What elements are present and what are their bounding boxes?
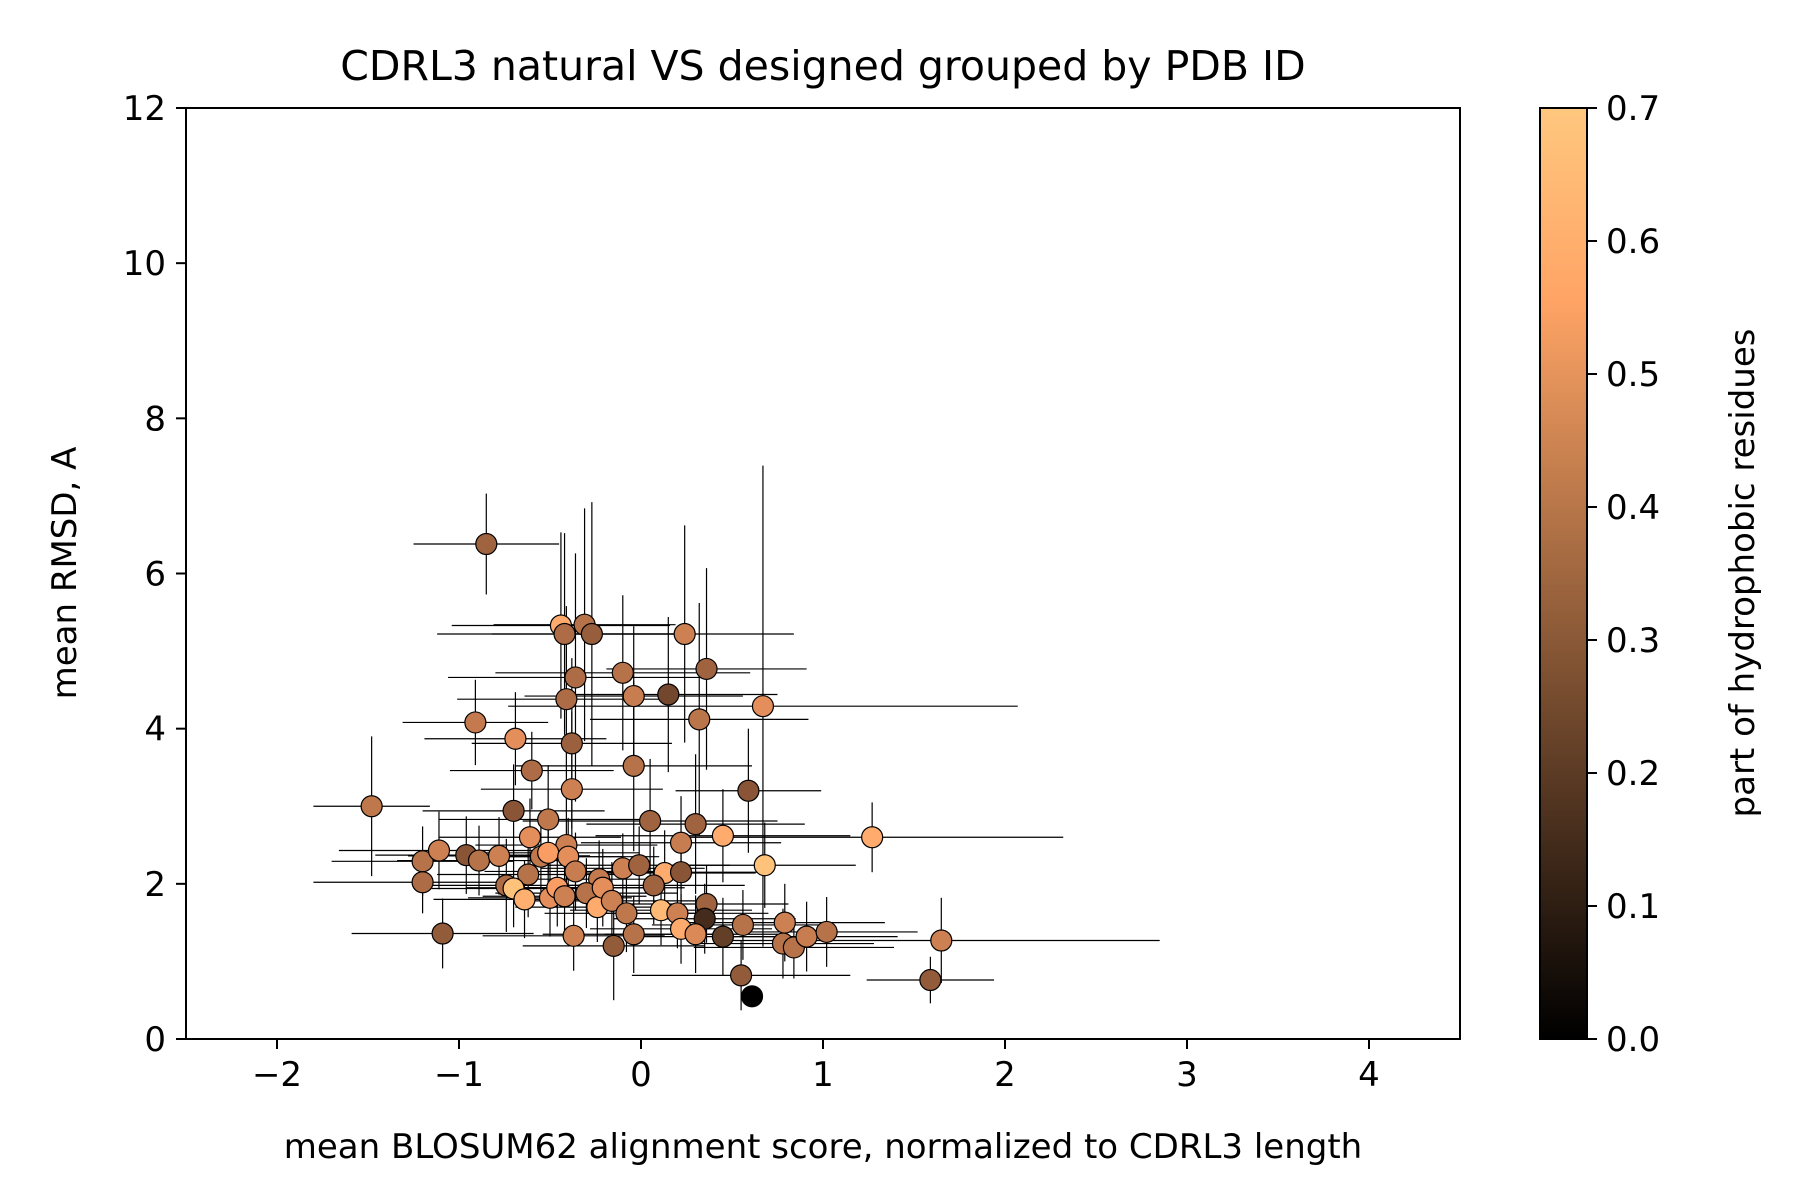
data-point bbox=[773, 911, 796, 934]
x-tick-label: 4 bbox=[1358, 1055, 1380, 1095]
y-tick-label: 12 bbox=[123, 89, 166, 129]
data-point bbox=[628, 854, 651, 877]
data-point bbox=[919, 968, 942, 992]
data-point bbox=[740, 985, 764, 1008]
y-tick-label: 10 bbox=[123, 244, 166, 284]
data-point bbox=[560, 778, 583, 801]
y-tick-label: 6 bbox=[144, 555, 166, 595]
data-point bbox=[600, 889, 623, 913]
data-point bbox=[615, 902, 638, 925]
data-point bbox=[504, 727, 527, 750]
data-point bbox=[411, 871, 434, 894]
data-point bbox=[684, 812, 707, 836]
data-point bbox=[638, 809, 662, 833]
colorbar: 0.0 0.1 0.2 0.3 0.4 0.5 0.6 0.7 part of hydroph… bbox=[1539, 89, 1763, 1060]
data-point bbox=[688, 708, 711, 731]
data-point bbox=[555, 688, 578, 711]
x-tick-label: 2 bbox=[994, 1055, 1016, 1095]
markers bbox=[360, 532, 953, 1008]
data-point bbox=[560, 732, 583, 755]
data-point bbox=[711, 925, 735, 948]
colorbar-gradient bbox=[1540, 108, 1587, 1039]
data-point bbox=[464, 711, 487, 734]
chart-title: CDRL3 natural VS designed grouped by PDB… bbox=[340, 42, 1305, 90]
colorbar-tick-label: 0.5 bbox=[1606, 355, 1660, 395]
colorbar-label: part of hydrophobic residues bbox=[1723, 329, 1763, 818]
colorbar-tick-label: 0.0 bbox=[1606, 1020, 1660, 1060]
data-point bbox=[562, 924, 585, 947]
data-point bbox=[518, 826, 542, 849]
data-point bbox=[537, 808, 560, 831]
data-point bbox=[360, 795, 383, 818]
data-point bbox=[602, 934, 625, 958]
x-tick-label: −1 bbox=[434, 1055, 484, 1095]
data-point bbox=[475, 532, 498, 556]
data-point bbox=[431, 922, 454, 945]
data-point bbox=[751, 695, 775, 718]
data-point bbox=[622, 923, 645, 946]
x-tick-label: 1 bbox=[812, 1055, 834, 1095]
data-points bbox=[313, 465, 1160, 1011]
data-point bbox=[564, 860, 587, 883]
data-point bbox=[611, 661, 634, 684]
y-axis-label: mean RMSD, A bbox=[45, 447, 85, 700]
y-tick-label: 4 bbox=[144, 710, 166, 750]
x-tick-label: 0 bbox=[630, 1055, 652, 1095]
data-point bbox=[669, 831, 693, 854]
x-axis-label: mean BLOSUM62 alignment score, normalize… bbox=[284, 1127, 1362, 1167]
data-point bbox=[537, 841, 560, 864]
data-point bbox=[673, 622, 696, 646]
data-point bbox=[642, 874, 665, 897]
data-point bbox=[729, 964, 753, 987]
data-point bbox=[564, 666, 587, 689]
y-tick-label: 0 bbox=[144, 1020, 166, 1060]
colorbar-ticks: 0.0 0.1 0.2 0.3 0.4 0.5 0.6 0.7 bbox=[1587, 89, 1660, 1060]
data-point bbox=[669, 861, 693, 884]
colorbar-tick-label: 0.4 bbox=[1606, 488, 1660, 528]
data-point bbox=[930, 929, 953, 952]
y-axis: 0 2 4 6 8 10 12 bbox=[123, 89, 186, 1060]
data-point bbox=[467, 849, 491, 872]
data-point bbox=[520, 759, 543, 782]
plot-area bbox=[185, 107, 1461, 1040]
data-point bbox=[737, 779, 760, 802]
data-point bbox=[553, 622, 576, 646]
data-point bbox=[753, 854, 776, 877]
colorbar-tick-label: 0.7 bbox=[1606, 89, 1660, 129]
colorbar-tick-label: 0.1 bbox=[1606, 887, 1660, 927]
y-tick-label: 2 bbox=[144, 865, 166, 905]
data-point bbox=[684, 923, 707, 946]
data-point bbox=[711, 824, 735, 847]
data-point bbox=[502, 799, 525, 823]
x-tick-label: 3 bbox=[1176, 1055, 1198, 1095]
data-point bbox=[731, 913, 755, 937]
data-point bbox=[517, 863, 540, 886]
data-point bbox=[622, 754, 645, 778]
y-tick-label: 8 bbox=[144, 399, 166, 439]
data-point bbox=[487, 844, 511, 868]
data-point bbox=[513, 888, 536, 911]
data-point bbox=[795, 925, 818, 948]
data-point bbox=[580, 622, 603, 646]
data-point bbox=[622, 684, 645, 708]
data-point bbox=[657, 683, 680, 706]
colorbar-tick-label: 0.3 bbox=[1606, 621, 1660, 661]
data-point bbox=[427, 839, 451, 862]
data-point bbox=[815, 920, 838, 944]
data-point bbox=[695, 657, 718, 681]
colorbar-tick-label: 0.6 bbox=[1606, 222, 1660, 262]
data-point bbox=[553, 885, 576, 908]
data-point bbox=[861, 826, 884, 849]
x-axis: −2 −1 0 1 2 3 4 bbox=[252, 1039, 1380, 1095]
colorbar-frame bbox=[1539, 107, 1588, 1040]
plot-background bbox=[186, 108, 1460, 1039]
colorbar-tick-label: 0.2 bbox=[1606, 754, 1660, 794]
x-tick-label: −2 bbox=[252, 1055, 302, 1095]
